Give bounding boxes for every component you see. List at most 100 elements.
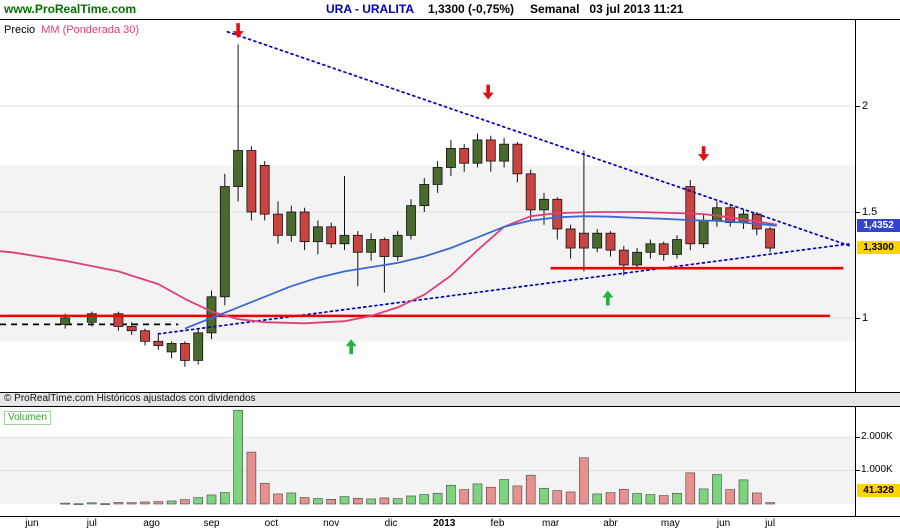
sell-arrow-icon bbox=[698, 146, 710, 162]
volume-bar bbox=[632, 493, 642, 505]
volume-bar bbox=[193, 497, 203, 505]
volume-bar bbox=[166, 500, 177, 505]
candle-body bbox=[126, 326, 137, 332]
candle-body bbox=[645, 243, 656, 253]
volume-bar bbox=[326, 499, 337, 505]
volume-bar bbox=[565, 491, 576, 505]
volume-bar bbox=[645, 494, 656, 505]
x-axis-label: nov bbox=[323, 518, 340, 529]
x-axis-label: jun bbox=[716, 518, 731, 529]
price-axis[interactable]: 2 1.5 1 1,4352 1,3300 bbox=[855, 20, 900, 392]
candle-body bbox=[445, 147, 456, 168]
ma-blue-line bbox=[184, 215, 777, 330]
candle-body bbox=[299, 211, 310, 243]
volume-bar bbox=[712, 474, 722, 505]
price-tick-2: 2 bbox=[862, 100, 869, 112]
volume-bar bbox=[485, 486, 496, 505]
axis-tickmark bbox=[856, 437, 860, 438]
volume-bar bbox=[432, 492, 443, 505]
volume-bar bbox=[73, 503, 84, 506]
candle-body bbox=[286, 211, 297, 236]
axis-tickmark bbox=[856, 470, 860, 471]
candle-body bbox=[685, 186, 696, 245]
volume-bar bbox=[299, 497, 310, 505]
candle-body bbox=[592, 232, 603, 249]
candle-body bbox=[459, 147, 470, 164]
volume-canvas[interactable] bbox=[0, 407, 855, 516]
x-axis-label: feb bbox=[490, 518, 505, 529]
volume-bar bbox=[140, 501, 150, 505]
candle-body bbox=[352, 234, 363, 253]
price-tick-1-5: 1.5 bbox=[862, 206, 878, 218]
candle-body bbox=[658, 243, 669, 255]
volume-panel[interactable]: Volumen bbox=[0, 407, 855, 516]
x-axis-label: ago bbox=[143, 518, 160, 529]
axis-tickmark bbox=[856, 212, 860, 213]
candle-body bbox=[233, 150, 244, 187]
volume-bar bbox=[313, 498, 323, 505]
volume-bar bbox=[379, 497, 390, 505]
x-axis[interactable]: jun jul ago sep oct nov dic 2013 feb mar abr may jun… bbox=[0, 516, 900, 529]
datetime-label: 03 jul 2013 11:21 bbox=[589, 2, 684, 16]
volume-bar bbox=[525, 474, 536, 505]
volume-bar bbox=[446, 484, 456, 505]
x-axis-label: mar bbox=[542, 518, 560, 529]
volume-bar bbox=[459, 489, 470, 505]
candle-body bbox=[392, 234, 403, 257]
volume-bar bbox=[233, 409, 243, 505]
volume-bar bbox=[392, 498, 403, 505]
volume-bar bbox=[579, 457, 589, 505]
candle-body bbox=[698, 220, 709, 245]
copyright-text: © ProRealTime.com Históricos ajustados c… bbox=[4, 393, 256, 404]
chart-title: URA - URALITA 1,3300 (-0,75%) Semanal 03 ju… bbox=[326, 2, 683, 16]
volume-bar bbox=[206, 494, 217, 505]
x-axis-label: 2013 bbox=[433, 518, 456, 529]
price-chart-panel[interactable]: Precio MM (Ponderada 30) bbox=[0, 20, 855, 392]
x-axis-label: dic bbox=[384, 518, 398, 529]
volume-bar bbox=[499, 479, 509, 505]
volume-bar bbox=[246, 451, 257, 505]
candle-body bbox=[273, 213, 283, 236]
x-axis-label: jul bbox=[765, 518, 776, 529]
candle-body bbox=[512, 143, 523, 175]
candle-body bbox=[672, 239, 682, 255]
candle-body bbox=[419, 184, 430, 207]
price-chart-canvas[interactable] bbox=[0, 20, 855, 392]
candle-body bbox=[86, 313, 97, 323]
volume-bar bbox=[153, 501, 164, 505]
volume-bar bbox=[273, 493, 283, 505]
candle-body bbox=[312, 226, 323, 243]
volume-bar bbox=[765, 502, 775, 505]
buy-arrow-icon bbox=[602, 290, 614, 306]
mm-indicator-label: MM (Ponderada 30) bbox=[41, 24, 140, 36]
volume-bar bbox=[339, 496, 350, 505]
volume-bar bbox=[180, 499, 190, 505]
volume-tick-2000k: 2.000K bbox=[861, 431, 893, 442]
volume-bar bbox=[685, 472, 696, 505]
volume-bar bbox=[605, 492, 616, 505]
candle-body bbox=[432, 167, 443, 185]
candle-body bbox=[60, 317, 71, 325]
volume-tick-1000k: 1.000K bbox=[861, 464, 893, 475]
header: www.ProRealTime.com URA - URALITA 1,3300 … bbox=[0, 0, 900, 20]
candle-body bbox=[712, 207, 722, 221]
volume-bar bbox=[100, 503, 110, 505]
candle-body bbox=[153, 340, 164, 346]
brand-watermark: www.ProRealTime.com bbox=[4, 2, 137, 16]
x-axis-label: jul bbox=[86, 518, 97, 529]
axis-tickmark bbox=[856, 106, 860, 107]
mm-ponderada30-line bbox=[0, 211, 777, 325]
volume-bar bbox=[126, 502, 137, 505]
candle-body bbox=[339, 234, 350, 245]
sell-arrow-icon bbox=[232, 23, 244, 39]
volume-bar bbox=[220, 492, 230, 505]
copyright-bar: © ProRealTime.com Históricos ajustados c… bbox=[0, 392, 900, 407]
volume-axis[interactable]: 2.000K 1.000K 41.328 bbox=[855, 407, 900, 516]
volume-bar bbox=[259, 482, 270, 505]
candle-body bbox=[406, 205, 416, 236]
volume-bar bbox=[751, 492, 762, 505]
candle-body bbox=[179, 343, 190, 361]
volume-bar bbox=[552, 490, 563, 505]
candle-body bbox=[618, 249, 629, 266]
volume-bar bbox=[406, 495, 416, 505]
